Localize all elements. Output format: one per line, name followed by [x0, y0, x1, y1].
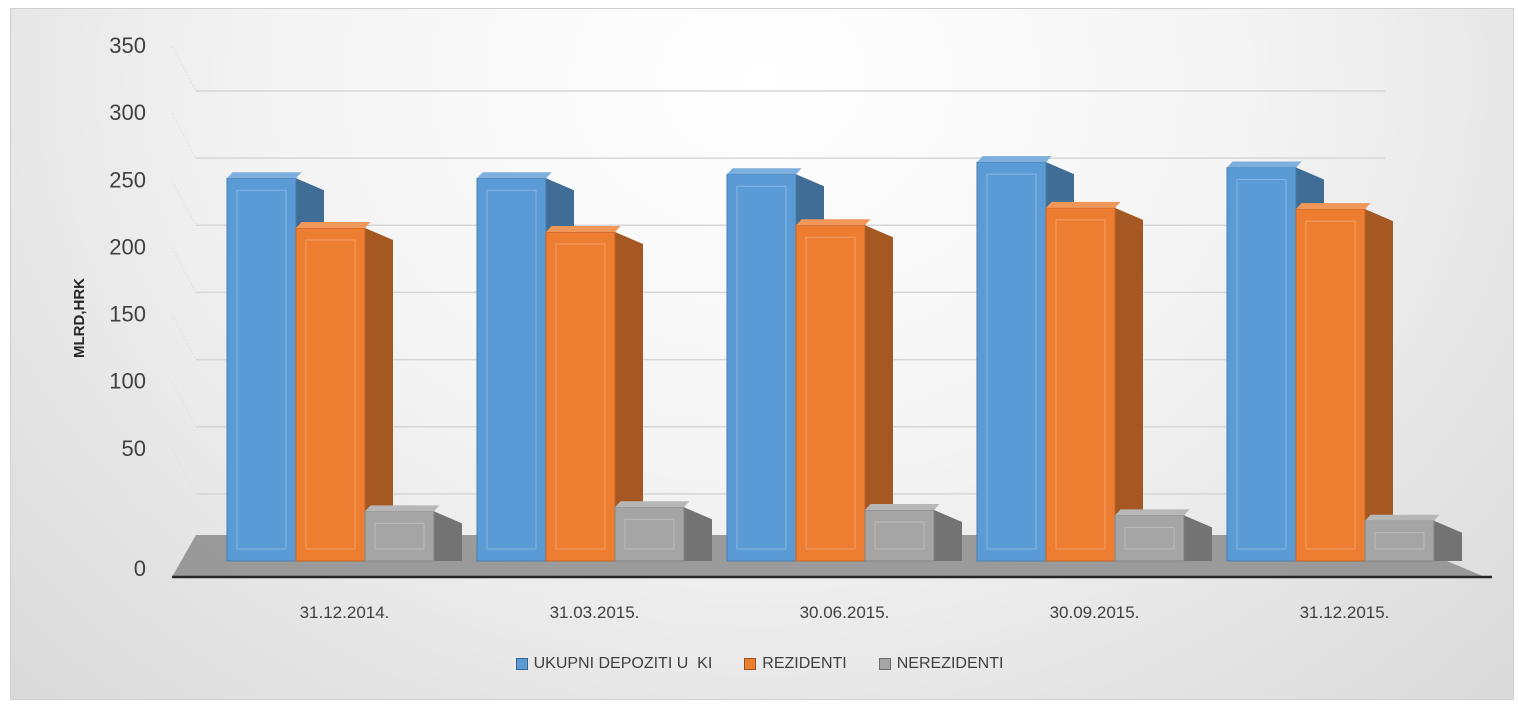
bar	[614, 501, 712, 562]
x-tick-label: 30.06.2015.	[800, 603, 890, 622]
bar-side	[1434, 520, 1462, 561]
y-tick-label: 200	[109, 234, 146, 259]
bar	[1364, 514, 1462, 562]
bar-front	[1045, 207, 1116, 562]
bar-top	[477, 172, 552, 179]
bar-side	[1184, 515, 1212, 561]
bar-front	[795, 224, 866, 562]
bar-highlight	[736, 185, 787, 550]
bar-top	[796, 219, 871, 226]
bar-highlight	[236, 189, 287, 550]
x-axis-labels: 31.12.2014. 31.03.2015. 30.06.2015. 30.09.2…	[300, 603, 1390, 622]
bar-highlight	[1055, 219, 1106, 550]
bar-side	[615, 232, 643, 561]
y-tick-label: 350	[109, 33, 146, 58]
bar-highlight	[1374, 532, 1425, 550]
x-tick-label: 31.12.2015.	[1300, 603, 1390, 622]
legend-swatch	[515, 658, 528, 670]
x-tick-label: 30.09.2015.	[1050, 603, 1140, 622]
bar-front	[726, 173, 797, 562]
bar-highlight	[874, 521, 925, 550]
bar-front	[1226, 167, 1297, 562]
bar	[795, 219, 893, 562]
bar-top	[865, 503, 940, 510]
bar-highlight	[1305, 220, 1356, 550]
legend-label: UKUPNI DEPOZITI U KI	[533, 655, 713, 672]
bar-top	[546, 226, 621, 232]
bar	[1045, 201, 1143, 562]
bar-front	[864, 509, 935, 562]
bar-top	[1046, 201, 1121, 208]
gridline-side	[171, 381, 197, 427]
gridline-side	[171, 180, 197, 226]
y-tick-label: 150	[109, 302, 146, 327]
bar-side	[434, 511, 462, 561]
gridline-side	[171, 448, 197, 495]
bar-top	[1227, 161, 1302, 168]
legend-label: REZIDENTI	[762, 655, 847, 672]
bar-front	[364, 510, 435, 562]
y-tick-label: 300	[109, 100, 146, 125]
legend-swatch	[744, 658, 757, 670]
bar	[364, 505, 462, 562]
bar-top	[365, 505, 440, 512]
bar	[864, 503, 962, 562]
bar-highlight	[486, 189, 537, 550]
legend-item: NEREZIDENTI	[878, 655, 1004, 673]
bar-top	[727, 168, 802, 175]
y-tick-label: 50	[122, 436, 146, 461]
bar-front	[295, 227, 366, 562]
bar-highlight	[555, 243, 606, 550]
y-tick-label: 250	[109, 167, 146, 192]
bar-highlight	[1124, 526, 1175, 550]
gridline-side	[171, 247, 197, 293]
bar-top	[977, 156, 1052, 163]
bar	[1295, 203, 1393, 562]
bar-highlight	[1236, 179, 1287, 550]
y-axis-title: MLRD,HRK	[71, 278, 88, 358]
gridline-side	[171, 45, 197, 92]
bar-highlight	[986, 173, 1037, 550]
bar-front	[545, 231, 616, 562]
legend-label: NEREZIDENTI	[896, 655, 1004, 672]
bar-front	[476, 177, 547, 562]
x-tick-label: 31.03.2015.	[550, 603, 640, 622]
bar-front	[1295, 208, 1366, 562]
bar-highlight	[624, 518, 675, 550]
bar-front	[226, 177, 297, 562]
bar-side	[365, 227, 393, 561]
bar-highlight	[805, 236, 856, 550]
legend-item: REZIDENTI	[744, 655, 847, 673]
bar-top	[615, 501, 690, 508]
bar-side	[1365, 209, 1393, 561]
bar-front	[1114, 514, 1185, 562]
bar-side	[684, 507, 712, 561]
gridline-side	[171, 112, 197, 159]
bar-highlight	[374, 522, 425, 550]
legend-swatch	[878, 658, 891, 670]
y-tick-label: 100	[109, 369, 146, 394]
bar-highlight	[305, 239, 356, 550]
bar-top	[227, 172, 302, 179]
bar-top	[296, 221, 371, 228]
legend: UKUPNI DEPOZITI U KI REZIDENTI NEREZIDENTI	[0, 655, 1519, 673]
bar-top	[1115, 509, 1190, 516]
bar	[295, 221, 393, 562]
bar-front	[1364, 520, 1435, 562]
bar-side	[865, 225, 893, 562]
bar-top	[1296, 203, 1371, 210]
y-axis-ticks: 0 50 100 150 200 250 300 350	[109, 33, 146, 581]
bar	[1114, 509, 1212, 562]
bar-side	[1115, 207, 1143, 562]
x-tick-label: 31.12.2014.	[300, 603, 390, 622]
legend-item: UKUPNI DEPOZITI U KI	[515, 655, 713, 673]
bars	[226, 156, 1462, 562]
y-tick-label: 0	[134, 556, 146, 581]
gridline-side	[171, 314, 197, 360]
bar	[545, 226, 643, 562]
bar-side	[934, 509, 962, 561]
bar-top	[1365, 514, 1440, 521]
